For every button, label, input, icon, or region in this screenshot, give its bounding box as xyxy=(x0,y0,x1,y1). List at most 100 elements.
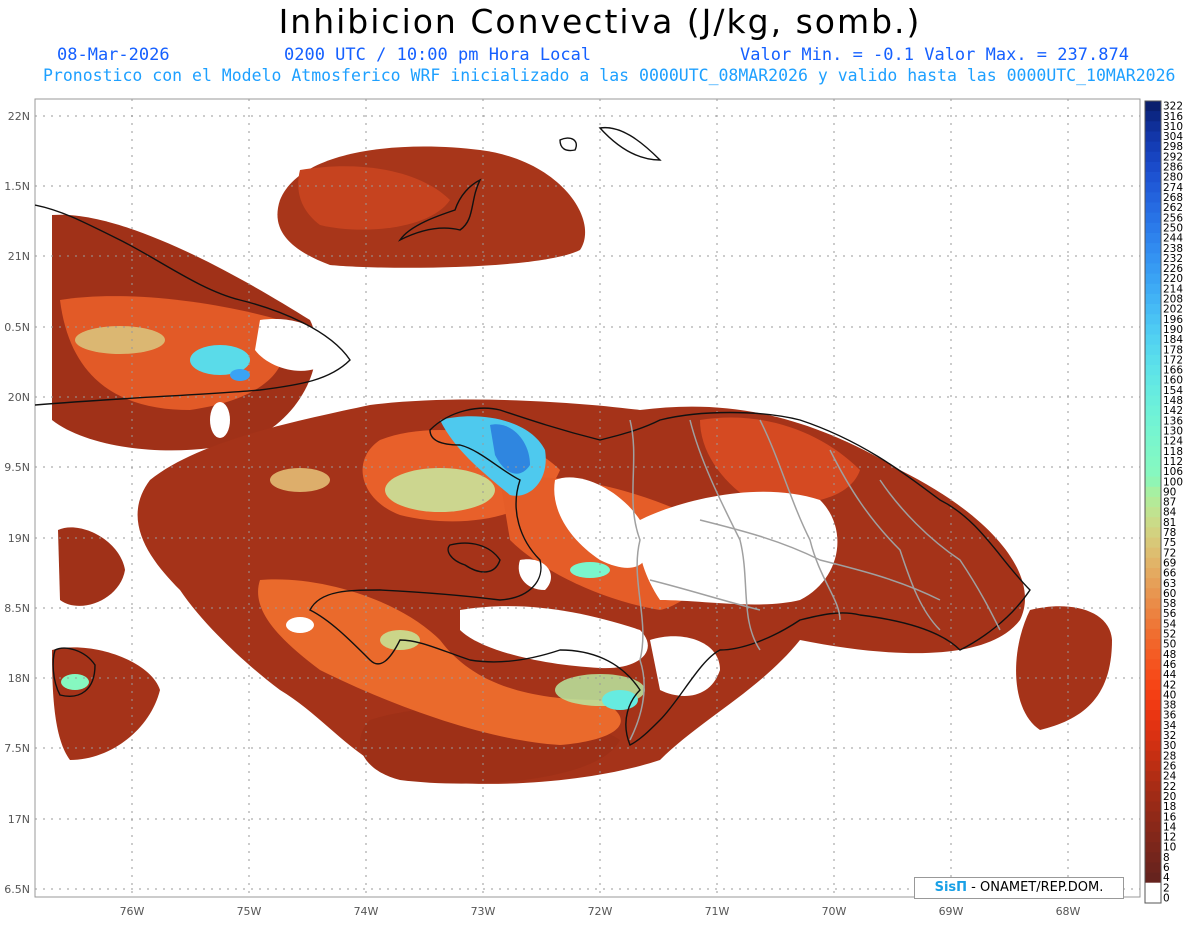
lat-label: 6.5N xyxy=(4,883,30,896)
colorbar-label: 66 xyxy=(1163,568,1177,580)
colorbar-label: 112 xyxy=(1163,456,1183,468)
colorbar-swatch xyxy=(1145,649,1161,660)
colorbar-label: 38 xyxy=(1163,700,1176,712)
colorbar: 3223163103042982922862802742682622562502… xyxy=(1144,100,1183,904)
colorbar-swatch xyxy=(1145,283,1161,295)
cin-field xyxy=(52,146,1112,784)
colorbar-swatch xyxy=(1145,852,1161,863)
lon-label: 75W xyxy=(237,905,262,918)
colorbar-label: 4 xyxy=(1163,872,1170,884)
colorbar-label: 90 xyxy=(1163,486,1176,498)
colorbar-label: 244 xyxy=(1163,233,1183,245)
colorbar-swatch xyxy=(1145,334,1161,346)
colorbar-label: 56 xyxy=(1163,608,1177,620)
colorbar-label: 166 xyxy=(1163,365,1183,377)
colorbar-label: 274 xyxy=(1163,182,1183,194)
colorbar-label: 50 xyxy=(1163,639,1176,651)
colorbar-label: 30 xyxy=(1163,740,1176,752)
colorbar-swatch xyxy=(1145,639,1161,650)
colorbar-swatch xyxy=(1145,212,1161,224)
colorbar-swatch xyxy=(1145,771,1161,782)
colorbar-swatch xyxy=(1145,182,1161,193)
colorbar-swatch xyxy=(1145,101,1161,112)
colorbar-swatch xyxy=(1145,527,1161,538)
colorbar-swatch xyxy=(1145,354,1161,366)
colorbar-swatch xyxy=(1145,385,1161,396)
lon-label: 70W xyxy=(822,905,847,918)
colorbar-label: 12 xyxy=(1163,832,1176,844)
colorbar-label: 0 xyxy=(1163,892,1170,904)
time-label: 0200 UTC / 10:00 pm Hora Local xyxy=(284,45,592,65)
colorbar-label: 8 xyxy=(1163,852,1170,864)
colorbar-label: 196 xyxy=(1163,314,1183,326)
colorbar-swatch xyxy=(1145,344,1161,356)
colorbar-swatch xyxy=(1145,161,1161,173)
colorbar-swatch xyxy=(1145,821,1161,833)
map-title: Inhibicion Convectiva (J/kg, somb.) xyxy=(278,2,922,41)
graticule xyxy=(35,99,1140,897)
colorbar-label: 6 xyxy=(1163,862,1170,874)
colorbar-label: 87 xyxy=(1163,497,1176,509)
colorbar-swatch xyxy=(1145,831,1161,843)
lat-label: 9.5N xyxy=(4,461,30,474)
colorbar-label: 226 xyxy=(1163,263,1183,275)
colorbar-swatch xyxy=(1145,578,1161,589)
colorbar-label: 44 xyxy=(1163,669,1177,681)
colorbar-swatch xyxy=(1145,273,1161,285)
colorbar-swatch xyxy=(1145,669,1161,681)
lat-label: 19N xyxy=(8,532,30,545)
colorbar-label: 81 xyxy=(1163,517,1176,529)
colorbar-swatch xyxy=(1145,750,1161,762)
colorbar-label: 130 xyxy=(1163,425,1183,437)
colorbar-label: 190 xyxy=(1163,324,1183,336)
forecast-label: Pronostico con el Modelo Atmosferico WRF… xyxy=(43,66,1176,85)
colorbar-frame xyxy=(1144,100,1162,904)
colorbar-label: 154 xyxy=(1163,385,1183,397)
colorbar-label: 298 xyxy=(1163,141,1183,153)
colorbar-swatch xyxy=(1145,263,1161,274)
colorbar-label: 75 xyxy=(1163,537,1176,549)
colorbar-swatch xyxy=(1145,172,1161,183)
lat-label: 0.5N xyxy=(4,321,30,334)
colorbar-label: 40 xyxy=(1163,689,1176,701)
colorbar-swatch xyxy=(1145,842,1161,853)
colorbar-label: 214 xyxy=(1163,283,1183,295)
colorbar-swatch xyxy=(1145,517,1161,528)
colorbar-label: 72 xyxy=(1163,547,1176,559)
colorbar-swatch xyxy=(1145,314,1161,325)
lat-label: 20N xyxy=(8,391,30,404)
colorbar-swatch xyxy=(1145,476,1161,488)
minmax-label: Valor Min. = -0.1 Valor Max. = 237.874 xyxy=(740,45,1129,65)
colorbar-swatch xyxy=(1145,232,1161,244)
lon-label: 74W xyxy=(354,905,379,918)
colorbar-label: 22 xyxy=(1163,781,1176,793)
colorbar-swatch xyxy=(1145,141,1161,153)
lat-axis: 22N 1.5N 21N 0.5N 20N 9.5N 19N 8.5N 18N … xyxy=(4,110,30,896)
colorbar-swatch xyxy=(1145,882,1161,894)
colorbar-label: 148 xyxy=(1163,395,1183,407)
colorbar-label: 26 xyxy=(1163,761,1177,773)
colorbar-swatch xyxy=(1145,679,1161,691)
colorbar-label: 14 xyxy=(1163,821,1177,833)
colorbar-swatch xyxy=(1145,486,1161,498)
colorbar-label: 42 xyxy=(1163,679,1176,691)
colorbar-label: 34 xyxy=(1163,720,1177,732)
colorbar-swatch xyxy=(1145,608,1161,620)
colorbar-label: 280 xyxy=(1163,172,1183,184)
colorbar-swatch xyxy=(1145,405,1161,417)
admin-borders xyxy=(629,419,1001,741)
colorbar-swatch xyxy=(1145,111,1161,122)
lat-label: 8.5N xyxy=(4,602,30,615)
colorbar-swatch xyxy=(1145,710,1161,721)
colorbar-swatch xyxy=(1145,456,1161,467)
colorbar-swatch xyxy=(1145,243,1161,254)
colorbar-swatch xyxy=(1145,496,1161,508)
colorbar-label: 268 xyxy=(1163,192,1183,204)
colorbar-swatch xyxy=(1145,202,1161,214)
colorbar-label: 2 xyxy=(1163,882,1170,894)
colorbar-label: 322 xyxy=(1163,101,1183,113)
lat-label: 22N xyxy=(8,110,30,123)
lat-label: 7.5N xyxy=(4,742,30,755)
colorbar-swatch xyxy=(1145,151,1161,163)
colorbar-label: 232 xyxy=(1163,253,1183,265)
